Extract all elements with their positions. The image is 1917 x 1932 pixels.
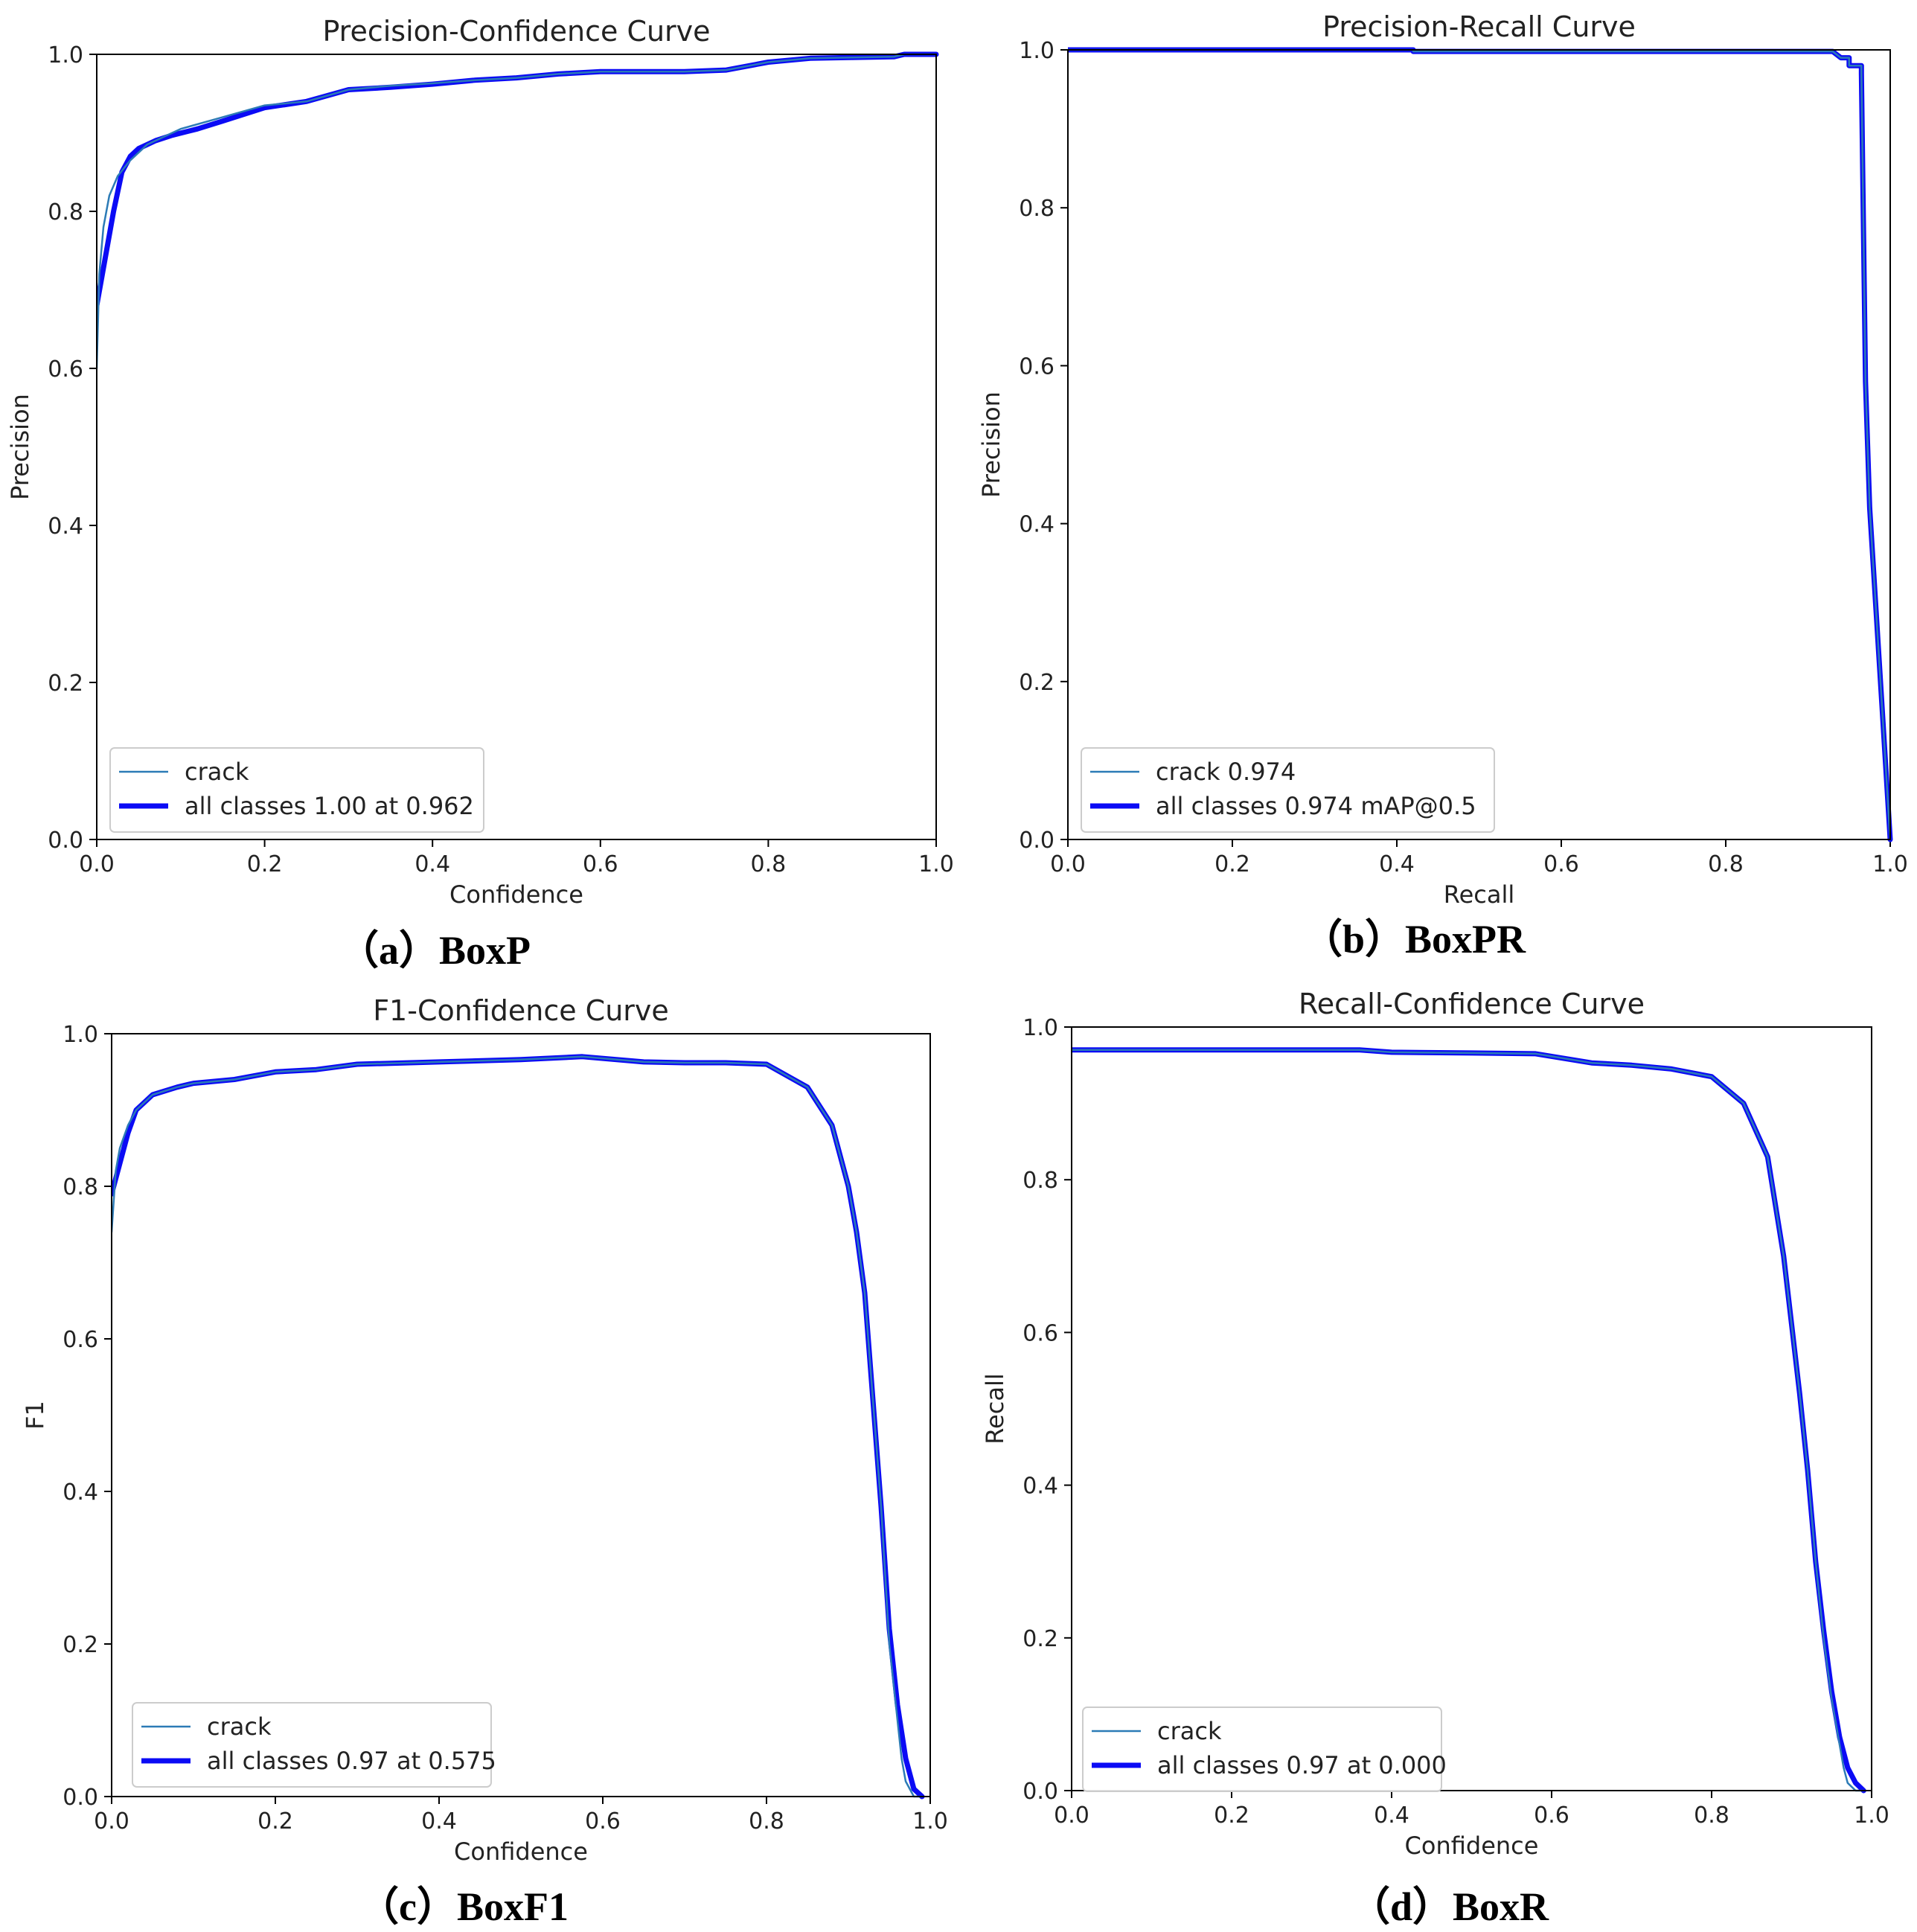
y-axis-label: F1 <box>21 1401 49 1430</box>
y-tick-label: 0.0 <box>63 1785 98 1811</box>
legend-label: all classes 0.97 at 0.575 <box>207 1747 496 1775</box>
x-tick-label: 0.6 <box>585 1808 621 1835</box>
y-tick-label: 0.2 <box>48 671 83 697</box>
x-axis-label: Recall <box>1444 880 1514 909</box>
y-tick-label: 1.0 <box>1019 38 1054 64</box>
y-tick-label: 0.2 <box>63 1632 98 1658</box>
x-tick-label: 0.8 <box>751 851 787 877</box>
legend-label: crack <box>207 1712 272 1741</box>
x-tick-label: 0.8 <box>1694 1803 1729 1829</box>
x-tick-label: 0.0 <box>1050 851 1086 877</box>
series-line-crack <box>1068 48 1892 841</box>
y-tick-label: 0.2 <box>1022 1626 1058 1652</box>
x-tick-label: 1.0 <box>912 1808 948 1835</box>
x-tick-label: 0.4 <box>421 1808 457 1835</box>
x-axis-label: Confidence <box>449 880 583 909</box>
legend-box <box>109 747 484 833</box>
x-tick-label: 0.6 <box>1534 1803 1569 1829</box>
y-tick-label: 0.4 <box>1022 1474 1058 1500</box>
y-tick-label: 0.0 <box>1022 1779 1058 1805</box>
plot-frame <box>96 54 937 840</box>
y-tick-label: 0.2 <box>1019 670 1054 696</box>
x-tick-label: 0.2 <box>247 851 283 877</box>
x-tick-label: 0.0 <box>1054 1803 1089 1829</box>
y-tick-label: 1.0 <box>1022 1015 1058 1041</box>
legend-label: all classes 0.974 mAP@0.5 <box>1156 792 1476 820</box>
x-tick-label: 0.6 <box>583 851 618 877</box>
x-tick-label: 1.0 <box>1854 1803 1889 1829</box>
series-line-all-classes <box>97 51 939 309</box>
series-line-crack <box>1072 1049 1865 1792</box>
legend-box <box>132 1702 492 1788</box>
x-tick-label: 0.4 <box>1379 851 1415 877</box>
y-axis-label: Precision <box>6 394 34 500</box>
chart-panel-3: Recall-Confidence Curve 0.0 0.2 0.4 0.6 0.8 1.… <box>981 988 1889 1860</box>
series-line-all-classes <box>1068 47 1893 842</box>
plot-frame <box>111 1033 931 1797</box>
chart-panel-0: Precision-Confidence Curve 0.0 0.2 0.4 0.6 0.… <box>6 15 954 909</box>
caption-d: （d）BoxR <box>1350 1884 1549 1929</box>
x-tick-label: 0.4 <box>1374 1803 1409 1829</box>
y-tick-label: 0.6 <box>63 1327 98 1353</box>
y-axis-label: Recall <box>981 1373 1009 1444</box>
series-line-all-classes <box>1072 1047 1866 1794</box>
chart-title: F1-Confidence Curve <box>373 994 669 1027</box>
chart-panel-1: Precision-Recall Curve 0.0 0.2 0.4 0.6 0.8 1.0… <box>977 10 1908 909</box>
x-axis-label: Confidence <box>1405 1832 1539 1860</box>
x-axis-label: Confidence <box>454 1837 588 1866</box>
x-tick-label: 0.2 <box>1214 1803 1249 1829</box>
plot-frame <box>1071 1026 1872 1791</box>
x-tick-label: 0.8 <box>1708 851 1744 877</box>
legend-box <box>1082 1707 1442 1792</box>
y-tick-label: 0.8 <box>1022 1168 1058 1194</box>
y-axis-label: Precision <box>977 391 1005 498</box>
y-tick-label: 1.0 <box>48 42 83 68</box>
legend-label: crack 0.974 <box>1156 758 1296 786</box>
legend-box <box>1081 747 1495 833</box>
legend-label: all classes 1.00 at 0.962 <box>185 792 474 820</box>
y-tick-label: 0.8 <box>1019 196 1054 222</box>
y-tick-label: 0.4 <box>63 1480 98 1506</box>
x-tick-label: 0.6 <box>1543 851 1579 877</box>
caption-c: （c）BoxF1 <box>359 1884 569 1929</box>
chart-title: Precision-Recall Curve <box>1322 10 1636 43</box>
y-tick-label: 0.6 <box>1019 354 1054 380</box>
y-tick-label: 0.0 <box>1019 828 1054 854</box>
y-tick-label: 0.0 <box>48 828 83 854</box>
y-tick-label: 0.8 <box>63 1174 98 1200</box>
plot-frame <box>1067 49 1891 840</box>
x-tick-label: 0.4 <box>415 851 450 877</box>
y-tick-label: 0.6 <box>1022 1320 1058 1346</box>
series-line-crack <box>97 53 938 370</box>
x-tick-label: 0.8 <box>749 1808 784 1835</box>
y-tick-label: 0.4 <box>48 514 83 540</box>
series-line-crack <box>112 1055 924 1798</box>
y-tick-label: 0.8 <box>48 199 83 225</box>
series-line-all-classes <box>112 1054 925 1800</box>
chart-title: Recall-Confidence Curve <box>1299 988 1645 1020</box>
y-tick-label: 0.4 <box>1019 512 1054 538</box>
x-tick-label: 0.0 <box>79 851 115 877</box>
legend-label: crack <box>1157 1717 1222 1745</box>
x-tick-label: 0.2 <box>1214 851 1250 877</box>
legend-label: all classes 0.97 at 0.000 <box>1157 1751 1447 1779</box>
chart-panel-2: F1-Confidence Curve 0.0 0.2 0.4 0.6 0.8 1.0 0.0… <box>21 994 948 1866</box>
x-tick-label: 1.0 <box>1872 851 1908 877</box>
caption-a: （a）BoxP <box>339 928 531 973</box>
y-tick-label: 1.0 <box>63 1022 98 1048</box>
legend-label: crack <box>185 758 249 786</box>
x-tick-label: 1.0 <box>918 851 954 877</box>
y-tick-label: 0.6 <box>48 356 83 383</box>
caption-b: （b）BoxPR <box>1302 917 1526 962</box>
x-tick-label: 0.0 <box>94 1808 129 1835</box>
chart-title: Precision-Confidence Curve <box>322 15 710 48</box>
x-tick-label: 0.2 <box>257 1808 293 1835</box>
